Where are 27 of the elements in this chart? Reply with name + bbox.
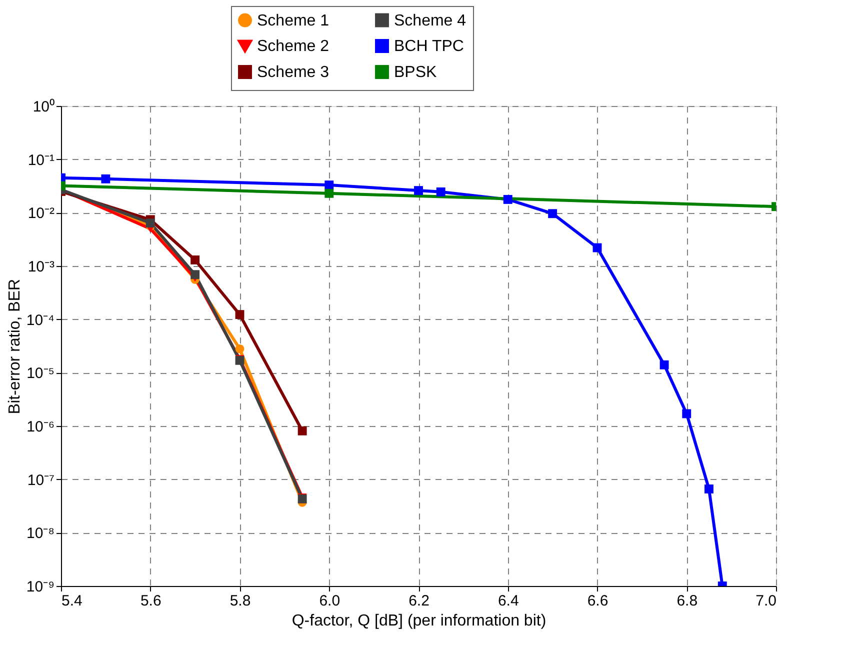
y-tick-label: 10⁻⁷ — [27, 472, 54, 489]
x-tick-label: 5.6 — [140, 592, 162, 610]
x-tick-label: 6.8 — [676, 592, 698, 610]
x-axis-title: Q-factor, Q [dB] (per information bit) — [292, 612, 546, 630]
y-tick-label: 10⁻⁹ — [26, 578, 54, 596]
y-tick-label: 10⁻⁵ — [26, 365, 54, 382]
x-tick-label: 7.0 — [756, 592, 776, 610]
x-tick-label: 5.8 — [230, 592, 251, 610]
legend-label: BCH TPC — [394, 38, 464, 55]
legend-label: Scheme 3 — [257, 64, 330, 81]
legend-label: Scheme 4 — [394, 12, 466, 30]
legend-label: Scheme 2 — [257, 38, 330, 55]
x-tick-label: 5.4 — [62, 592, 82, 610]
y-tick-label: 10⁻⁸ — [26, 525, 54, 542]
x-tick-label: 6.4 — [498, 592, 519, 610]
y-axis-title: Bit-error ratio, BER — [6, 278, 24, 414]
y-tick-label: 10⁻³ — [28, 258, 54, 276]
y-tick-label: 10⁻² — [28, 205, 54, 222]
y-tick-label: 10⁻⁴ — [26, 312, 54, 329]
x-tick-label: 6.0 — [319, 592, 340, 610]
y-tick-label: 10⁻¹ — [28, 152, 54, 169]
x-tick-label: 6.2 — [408, 592, 430, 610]
legend-label: BPSK — [394, 64, 438, 81]
legend-label: Scheme 1 — [257, 12, 330, 30]
x-tick-label: 6.6 — [587, 592, 608, 610]
y-tick-label: 10⁰ — [32, 98, 54, 116]
y-tick-label: 10⁻⁶ — [26, 418, 54, 436]
